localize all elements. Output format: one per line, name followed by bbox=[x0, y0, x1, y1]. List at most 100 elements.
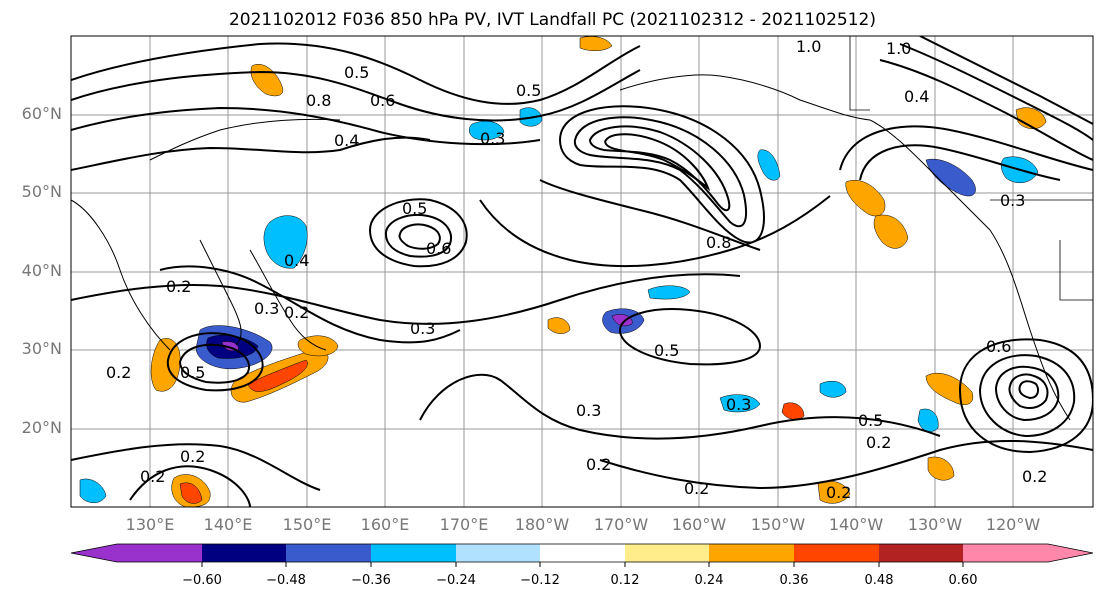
colorbar-cell bbox=[709, 544, 794, 562]
colorbar-tick-label: −0.12 bbox=[520, 573, 560, 588]
contour-label: 0.3 bbox=[480, 129, 505, 148]
contour-label: 0.3 bbox=[1000, 191, 1025, 210]
contour-label: 0.5 bbox=[402, 199, 427, 218]
contour-line bbox=[71, 42, 641, 105]
contour-label: 0.4 bbox=[904, 87, 929, 106]
lon-label-160e: 160°E bbox=[360, 515, 410, 534]
pv-anomaly-negative bbox=[757, 149, 781, 181]
contour-line bbox=[419, 373, 941, 440]
colorbar-cell bbox=[540, 544, 625, 562]
colorbar-tick-label: 0.24 bbox=[694, 573, 724, 588]
contour-label: 0.2 bbox=[1022, 467, 1047, 486]
contour-line bbox=[599, 439, 1093, 490]
colorbar-cell bbox=[1048, 544, 1093, 562]
contour-label: 0.2 bbox=[180, 447, 205, 466]
lon-label-170e: 170°E bbox=[439, 515, 489, 534]
colorbar-cell bbox=[456, 544, 540, 562]
lon-label-150e: 150°E bbox=[282, 515, 332, 534]
map-frame bbox=[70, 35, 1094, 508]
colorbar-cell bbox=[879, 544, 963, 562]
colorbar-ticks bbox=[201, 562, 964, 567]
contour-label: 0.4 bbox=[334, 131, 359, 150]
contour-label: 0.3 bbox=[254, 299, 279, 318]
siberia-coastline bbox=[149, 118, 341, 161]
ivt-contours bbox=[71, 36, 1093, 507]
colorbar-tick-label: 0.12 bbox=[610, 573, 640, 588]
contour-line bbox=[166, 332, 264, 392]
lat-label-40n: 40°N bbox=[21, 261, 62, 280]
contour-label: 0.3 bbox=[726, 395, 751, 414]
contour-line bbox=[71, 106, 541, 146]
lon-label-180w: 180°W bbox=[514, 515, 570, 534]
contour-line bbox=[618, 308, 762, 366]
asia-coastline bbox=[71, 199, 171, 351]
pv-anomaly-positive bbox=[247, 359, 308, 392]
contour-line bbox=[1008, 373, 1049, 409]
contour-line bbox=[71, 136, 431, 171]
contour-line bbox=[573, 116, 748, 228]
contour-label: 0.5 bbox=[654, 341, 679, 360]
colorbar-tick-label: −0.60 bbox=[182, 573, 222, 588]
pv-anomaly-negative bbox=[469, 121, 505, 141]
pv-anomaly-positive bbox=[179, 482, 203, 504]
colorbar-cell bbox=[794, 544, 879, 562]
lon-label-160w: 160°W bbox=[671, 515, 727, 534]
pv-anomaly-negative bbox=[917, 408, 939, 432]
colorbar-tick-label: 0.60 bbox=[948, 573, 978, 588]
colorbar bbox=[70, 543, 1094, 567]
pv-anomaly-negative bbox=[719, 394, 761, 413]
contour-line bbox=[839, 125, 1093, 171]
lat-label-50n: 50°N bbox=[21, 182, 62, 201]
contour-label: 0.2 bbox=[106, 363, 131, 382]
colorbar-outline bbox=[70, 543, 1094, 563]
lon-label-140w: 140°W bbox=[828, 515, 884, 534]
contour-line bbox=[384, 214, 452, 258]
contour-label: 0.5 bbox=[180, 363, 205, 382]
contour-label: 0.8 bbox=[706, 233, 731, 252]
contour-label: 0.2 bbox=[284, 303, 309, 322]
lat-label-30n: 30°N bbox=[21, 339, 62, 358]
lon-label-170w: 170°W bbox=[593, 515, 649, 534]
lon-label-140e: 140°E bbox=[203, 515, 253, 534]
contour-line bbox=[899, 43, 1093, 141]
contour-line bbox=[1018, 380, 1039, 400]
pv-anomaly-negative bbox=[263, 215, 308, 269]
colorbar-tick-label: 0.36 bbox=[779, 573, 809, 588]
contour-line bbox=[178, 343, 250, 384]
colorbar-cell bbox=[625, 544, 709, 562]
contour-label: 0.8 bbox=[306, 91, 331, 110]
lon-label-130e: 130°E bbox=[125, 515, 175, 534]
contour-label: 0.3 bbox=[410, 319, 435, 338]
contour-label: 0.5 bbox=[516, 81, 541, 100]
contour-line bbox=[978, 354, 1076, 438]
pv-anomaly-negative bbox=[647, 285, 691, 300]
contour-label: 1.0 bbox=[796, 37, 821, 56]
contour-line bbox=[159, 265, 461, 344]
colorbar-cell bbox=[71, 544, 117, 562]
pv-anomaly-positive bbox=[927, 456, 955, 481]
state-border bbox=[1059, 240, 1093, 301]
contour-line bbox=[994, 365, 1060, 422]
pv-anomaly-positive bbox=[150, 338, 181, 392]
contour-label: 0.2 bbox=[684, 479, 709, 498]
contour-line bbox=[479, 195, 831, 268]
pv-anomaly-positive bbox=[781, 402, 805, 420]
colorbar-tick-label: −0.48 bbox=[266, 573, 306, 588]
lon-label-150w: 150°W bbox=[750, 515, 806, 534]
contour-line bbox=[558, 105, 765, 244]
alaska-coastline bbox=[619, 74, 871, 121]
contour-label: 0.6 bbox=[426, 239, 451, 258]
contour-label: 0.2 bbox=[166, 277, 191, 296]
korea-coastline bbox=[199, 239, 242, 346]
colorbar-cell bbox=[117, 544, 202, 562]
colorbar-tick-label: −0.24 bbox=[436, 573, 476, 588]
contour-line bbox=[958, 338, 1093, 454]
pv-anomaly-negative bbox=[79, 478, 107, 503]
colorbar-cell bbox=[286, 544, 371, 562]
lat-label-60n: 60°N bbox=[21, 104, 62, 123]
contour-line bbox=[604, 133, 711, 192]
contour-label: 0.6 bbox=[370, 91, 395, 110]
pv-anomaly-negative bbox=[611, 314, 633, 327]
contour-line bbox=[71, 273, 741, 325]
